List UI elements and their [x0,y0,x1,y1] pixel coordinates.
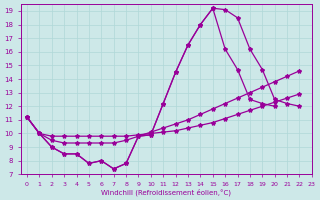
X-axis label: Windchill (Refroidissement éolien,°C): Windchill (Refroidissement éolien,°C) [101,188,231,196]
